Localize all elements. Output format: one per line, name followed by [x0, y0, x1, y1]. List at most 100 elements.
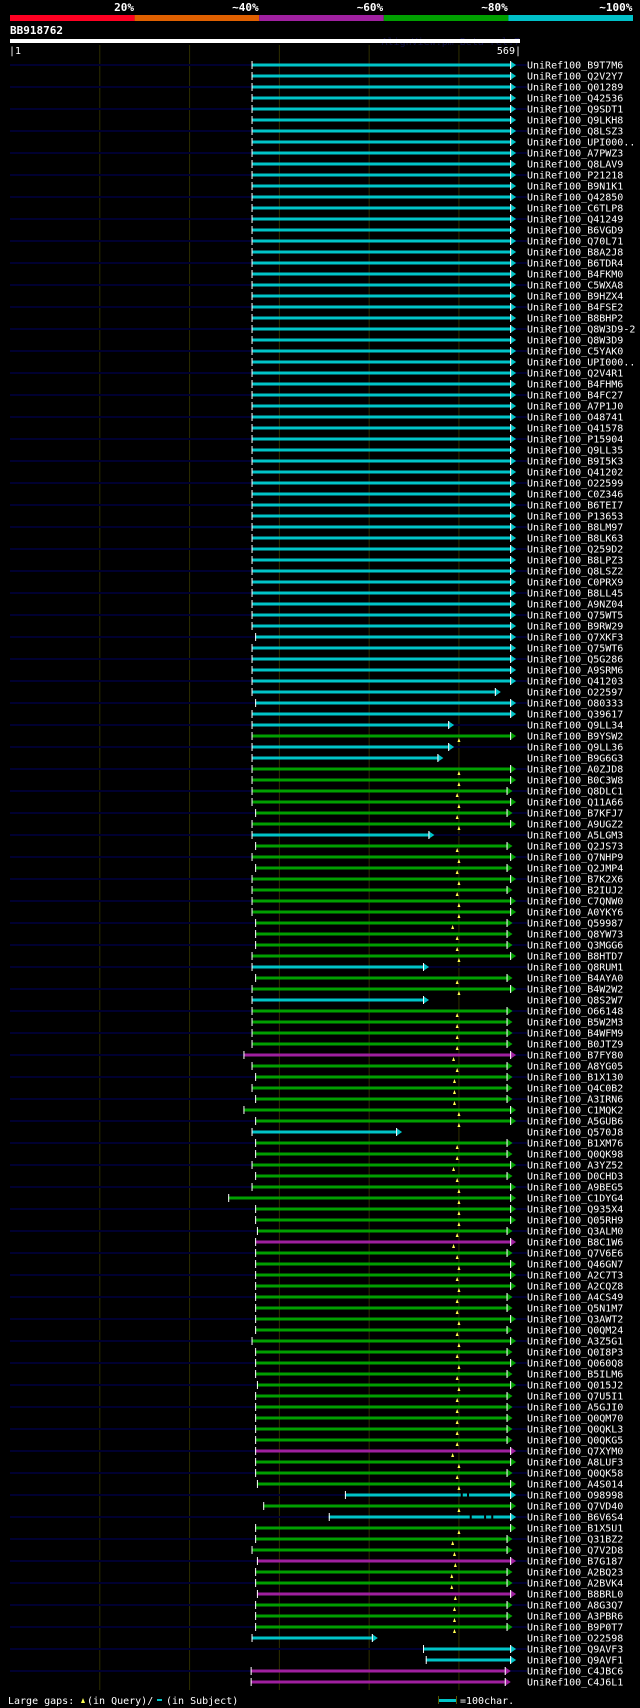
hit-label[interactable]: UniRef100_B4FSE2 — [527, 303, 623, 314]
hit-row[interactable]: UniRef100_B4FHM6 — [251, 380, 624, 391]
hit-row[interactable]: UniRef100_B1XM76 — [10, 1139, 623, 1150]
hit-label[interactable]: UniRef100_Q8S2W7 — [527, 996, 623, 1007]
hit-row[interactable]: UniRef100_A2CQZ8 — [255, 1282, 623, 1293]
hit-row[interactable]: UniRef100_Q41578 — [251, 424, 624, 435]
hit-row[interactable]: UniRef100_Q570J8 — [251, 1128, 624, 1139]
hit-label[interactable]: UniRef100_Q5N1M7 — [527, 1304, 623, 1315]
hit-label[interactable]: UniRef100_Q2JMP4 — [527, 864, 623, 875]
hit-row[interactable]: UniRef100_A3YZ52 — [10, 1161, 623, 1172]
hit-row[interactable]: UniRef100_Q7VD40 — [263, 1502, 623, 1513]
hit-label[interactable]: UniRef100_B5ILM6 — [527, 1370, 623, 1381]
hit-row[interactable]: UniRef100_Q7V6E6 — [10, 1249, 623, 1260]
hit-row[interactable]: UniRef100_A7P1J0 — [251, 402, 624, 413]
hit-label[interactable]: UniRef100_Q11A66 — [527, 798, 623, 809]
hit-label[interactable]: UniRef100_Q9LL34 — [527, 721, 623, 732]
hit-row[interactable]: UniRef100_P15904 — [10, 435, 623, 446]
hit-label[interactable]: UniRef100_Q42850 — [527, 193, 623, 204]
hit-row[interactable]: UniRef100_A0ZJD8 — [10, 765, 623, 776]
hit-row[interactable]: UniRef100_Q9LKH8 — [251, 116, 624, 127]
hit-row[interactable]: UniRef100_Q9SDT1 — [10, 105, 623, 116]
hit-row[interactable]: UniRef100_C5WXA8 — [10, 281, 623, 292]
hit-label[interactable]: UniRef100_Q060Q8 — [527, 1359, 623, 1370]
hit-row[interactable]: UniRef100_Q259D2 — [10, 545, 623, 556]
hit-row[interactable]: UniRef100_B5W2M3 — [251, 1018, 624, 1029]
hit-label[interactable]: UniRef100_P21218 — [527, 171, 623, 182]
hit-label[interactable]: UniRef100_A2C7T3 — [527, 1271, 623, 1282]
hit-row[interactable]: UniRef100_Q7V2D8 — [251, 1546, 624, 1557]
hit-row[interactable]: UniRef100_B8C1W6 — [255, 1238, 623, 1249]
hit-row[interactable]: UniRef100_Q11A66 — [251, 798, 624, 809]
hit-label[interactable]: UniRef100_A5GJI0 — [527, 1403, 623, 1414]
hit-row[interactable]: UniRef100_B0JTZ9 — [251, 1040, 624, 1051]
hit-row[interactable]: UniRef100_Q41249 — [10, 215, 623, 226]
hit-row[interactable]: UniRef100_Q39617 — [251, 710, 624, 721]
hit-label[interactable]: UniRef100_B6TEI7 — [527, 501, 623, 512]
hit-row[interactable]: UniRef100_Q8S2W7 — [251, 996, 624, 1007]
hit-row[interactable]: UniRef100_Q59987 — [10, 919, 623, 930]
hit-label[interactable]: UniRef100_C1MQK2 — [527, 1106, 623, 1117]
hit-row[interactable]: UniRef100_Q7U5I1 — [255, 1392, 623, 1403]
hit-label[interactable]: UniRef100_Q0QKG5 — [527, 1436, 623, 1447]
hit-row[interactable]: UniRef100_B8LL45 — [10, 589, 623, 600]
hit-row[interactable]: UniRef100_B7FY80 — [10, 1051, 623, 1062]
hit-label[interactable]: UniRef100_P13653 — [527, 512, 623, 523]
hit-label[interactable]: UniRef100_A9NZ04 — [527, 600, 623, 611]
hit-label[interactable]: UniRef100_Q0QM24 — [527, 1326, 623, 1337]
hit-row[interactable]: UniRef100_A5LGM3 — [10, 831, 623, 842]
hit-label[interactable]: UniRef100_C4JBC6 — [527, 1667, 623, 1678]
hit-row[interactable]: UniRef100_B8LK63 — [251, 534, 624, 545]
hit-row[interactable]: UniRef100_B5ILM6 — [255, 1370, 623, 1381]
hit-label[interactable]: UniRef100_O66148 — [527, 1007, 623, 1018]
hit-row[interactable]: UniRef100_Q0QM70 — [255, 1414, 623, 1425]
hit-row[interactable]: UniRef100_Q8DLC1 — [10, 787, 623, 798]
hit-label[interactable]: UniRef100_B4FKM0 — [527, 270, 623, 281]
hit-row[interactable]: UniRef100_B9HZX4 — [251, 292, 624, 303]
hit-row[interactable]: UniRef100_Q3MGG6 — [10, 941, 623, 952]
hit-row[interactable]: UniRef100_Q8YW73 — [255, 930, 623, 941]
hit-row[interactable]: UniRef100_O80333 — [10, 699, 623, 710]
hit-row[interactable]: UniRef100_C1DYG4 — [228, 1194, 623, 1205]
hit-label[interactable]: UniRef100_A9UGZ2 — [527, 820, 623, 831]
hit-label[interactable]: UniRef100_Q41578 — [527, 424, 623, 435]
hit-label[interactable]: UniRef100_B4WFM9 — [527, 1029, 623, 1040]
hit-label[interactable]: UniRef100_B9G6G3 — [527, 754, 623, 765]
hit-label[interactable]: UniRef100_A4S014 — [527, 1480, 623, 1491]
hit-label[interactable]: UniRef100_B8HTD7 — [527, 952, 623, 963]
hit-row[interactable]: UniRef100_Q75WT6 — [251, 644, 624, 655]
hit-row[interactable]: UniRef100_C6TLP8 — [251, 204, 624, 215]
hit-row[interactable]: UniRef100_B4AYA0 — [255, 974, 623, 985]
hit-row[interactable]: UniRef100_B4FC27 — [10, 391, 623, 402]
hit-row[interactable]: UniRef100_Q41203 — [10, 677, 623, 688]
hit-label[interactable]: UniRef100_A5GUB6 — [527, 1117, 623, 1128]
hit-label[interactable]: UniRef100_A2CQZ8 — [527, 1282, 623, 1293]
hit-row[interactable]: UniRef100_B9P0T7 — [10, 1623, 623, 1634]
hit-row[interactable]: UniRef100_P21218 — [10, 171, 623, 182]
hit-label[interactable]: UniRef100_A9SRM6 — [527, 666, 623, 677]
hit-row[interactable]: UniRef100_B8HTD7 — [251, 952, 624, 963]
hit-label[interactable]: UniRef100_Q75WT5 — [527, 611, 623, 622]
hit-row[interactable]: UniRef100_A3IRN6 — [10, 1095, 623, 1106]
hit-label[interactable]: UniRef100_Q3MGG6 — [527, 941, 623, 952]
hit-label[interactable]: UniRef100_Q7V6E6 — [527, 1249, 623, 1260]
hit-label[interactable]: UniRef100_C7QNW0 — [527, 897, 623, 908]
hit-label[interactable]: UniRef100_Q8W3D9-2 — [527, 325, 635, 336]
hit-row[interactable]: UniRef100_A2C7T3 — [10, 1271, 623, 1282]
hit-label[interactable]: UniRef100_A3IRN6 — [527, 1095, 623, 1106]
hit-row[interactable]: UniRef100_B1X130 — [10, 1073, 623, 1084]
hit-label[interactable]: UniRef100_Q39617 — [527, 710, 623, 721]
hit-label[interactable]: UniRef100_Q42536 — [527, 94, 623, 105]
hit-row[interactable]: UniRef100_UPI000.. — [251, 138, 636, 149]
hit-label[interactable]: UniRef100_Q2V4R1 — [527, 369, 623, 380]
hit-row[interactable]: UniRef100_Q4C0B2 — [251, 1084, 624, 1095]
hit-label[interactable]: UniRef100_Q8DLC1 — [527, 787, 623, 798]
hit-label[interactable]: UniRef100_B9T7M6 — [527, 61, 623, 72]
hit-label[interactable]: UniRef100_Q935X4 — [527, 1205, 623, 1216]
hit-row[interactable]: UniRef100_Q2JS73 — [255, 842, 623, 853]
hit-row[interactable]: UniRef100_A2BQ23 — [255, 1568, 623, 1579]
hit-label[interactable]: UniRef100_Q0QKL3 — [527, 1425, 623, 1436]
hit-row[interactable]: UniRef100_C4JBC6 — [10, 1667, 623, 1678]
hit-label[interactable]: UniRef100_D0CHD3 — [527, 1172, 623, 1183]
hit-label[interactable]: UniRef100_A4CS49 — [527, 1293, 623, 1304]
hit-label[interactable]: UniRef100_Q4C0B2 — [527, 1084, 623, 1095]
hit-label[interactable]: UniRef100_B7K2X6 — [527, 875, 623, 886]
